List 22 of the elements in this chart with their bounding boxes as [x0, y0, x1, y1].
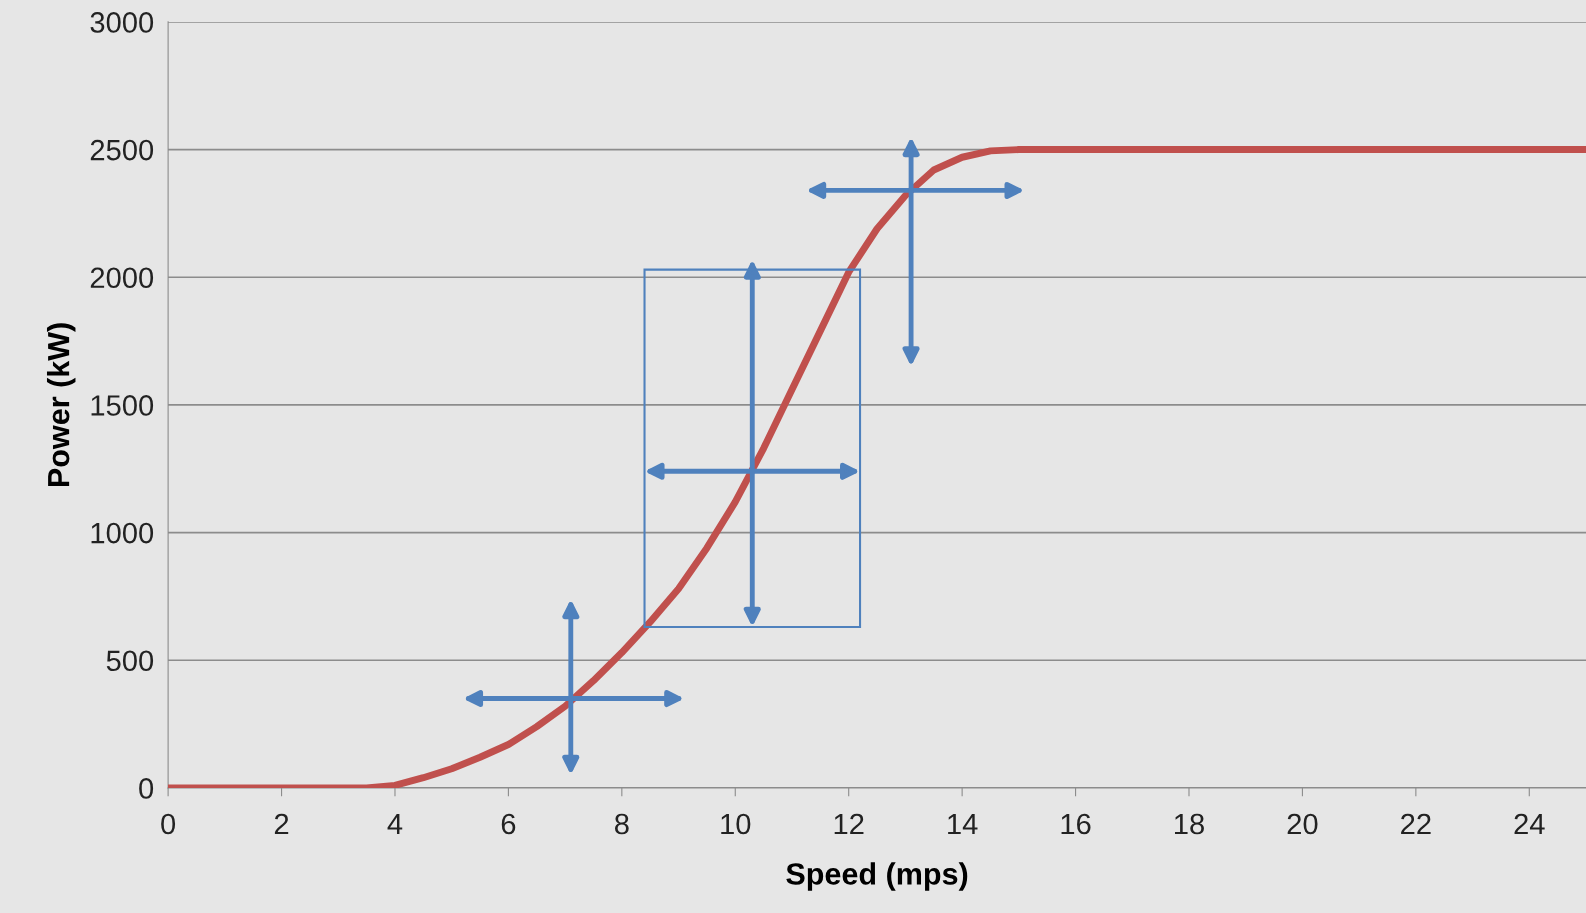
x-tick-label: 14 — [948, 813, 978, 835]
x-tick-label: 12 — [834, 813, 864, 835]
x-tick-label: 8 — [615, 813, 629, 835]
x-axis-title: Speed (mps) — [786, 862, 968, 891]
x-tick-label: 20 — [1287, 813, 1318, 835]
x-tick-label: 24 — [1514, 813, 1545, 835]
x-tick-label: 16 — [1061, 813, 1091, 835]
x-tick-label: 0 — [161, 813, 176, 835]
x-tick-label: 18 — [1175, 813, 1204, 835]
x-tick-label: 22 — [1401, 813, 1431, 835]
y-tick-label: 0 — [139, 778, 154, 799]
y-tick-label: 3000 — [90, 12, 154, 33]
x-tick-label: 6 — [501, 813, 516, 835]
x-tick-label: 2 — [274, 813, 289, 835]
x-tick-label: 10 — [721, 813, 751, 835]
y-tick-label: 500 — [106, 650, 154, 672]
y-axis-title: Power (kW) — [46, 323, 76, 487]
y-tick-label: 1000 — [91, 522, 154, 544]
x-tick-label: 4 — [387, 813, 403, 835]
y-tick-label: 1500 — [91, 395, 154, 416]
y-tick-label: 2000 — [90, 267, 154, 289]
y-tick-label: 2500 — [90, 139, 154, 161]
